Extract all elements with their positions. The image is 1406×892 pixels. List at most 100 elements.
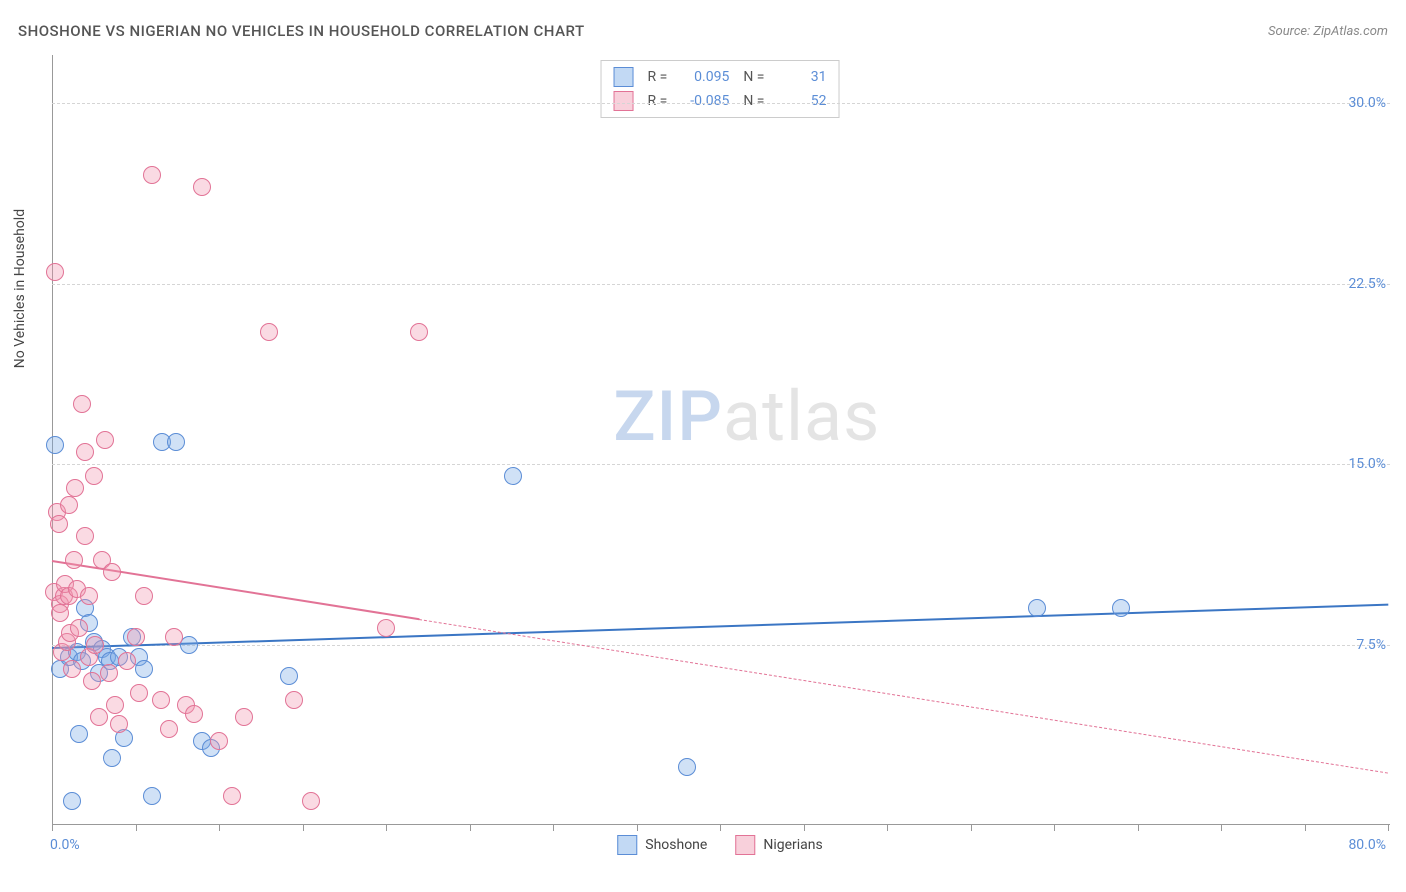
n-label: N = <box>743 69 764 85</box>
data-point <box>70 619 88 637</box>
watermark-zip: ZIP <box>613 376 723 458</box>
chart-source: Source: ZipAtlas.com <box>1268 24 1388 39</box>
watermark: ZIPatlas <box>613 376 880 458</box>
y-tick-label: 22.5% <box>1348 276 1386 292</box>
x-tick <box>1221 825 1222 831</box>
data-point <box>85 467 103 485</box>
x-tick <box>386 825 387 831</box>
correlation-legend: R = 0.095 N = 31 R = -0.085 N = 52 <box>601 60 840 118</box>
data-point <box>678 758 696 776</box>
data-point <box>135 587 153 605</box>
x-tick <box>52 825 53 831</box>
data-point <box>210 732 228 750</box>
data-point <box>65 551 83 569</box>
data-point <box>80 587 98 605</box>
x-tick <box>1305 825 1306 831</box>
data-point <box>76 443 94 461</box>
data-point <box>100 664 118 682</box>
data-point <box>152 691 170 709</box>
y-tick-label: 15.0% <box>1348 456 1386 472</box>
legend-item-shoshone: Shoshone <box>617 835 707 855</box>
swatch-blue-icon <box>614 67 634 87</box>
watermark-atlas: atlas <box>723 376 880 458</box>
series-legend: Shoshone Nigerians <box>617 835 823 855</box>
data-point <box>302 792 320 810</box>
data-point <box>410 323 428 341</box>
data-point <box>165 628 183 646</box>
data-point <box>76 527 94 545</box>
correlation-row-nigerians: R = -0.085 N = 52 <box>614 89 827 113</box>
r-label: R = <box>648 69 668 85</box>
x-tick <box>720 825 721 831</box>
data-point <box>46 436 64 454</box>
data-point <box>167 433 185 451</box>
x-tick <box>136 825 137 831</box>
trend-line <box>419 619 1388 774</box>
x-tick <box>637 825 638 831</box>
x-tick <box>804 825 805 831</box>
x-tick <box>1138 825 1139 831</box>
data-point <box>103 749 121 767</box>
correlation-row-shoshone: R = 0.095 N = 31 <box>614 65 827 89</box>
y-tick-label: 30.0% <box>1348 95 1386 111</box>
data-point <box>130 684 148 702</box>
x-tick <box>1054 825 1055 831</box>
x-tick <box>887 825 888 831</box>
data-point <box>70 725 88 743</box>
data-point <box>118 652 136 670</box>
data-point <box>377 619 395 637</box>
data-point <box>223 787 241 805</box>
swatch-pink-icon <box>735 835 755 855</box>
plot-region: ZIPatlas R = 0.095 N = 31 R = -0.085 N =… <box>50 55 1390 825</box>
data-point <box>96 431 114 449</box>
data-point <box>160 720 178 738</box>
legend-item-nigerians: Nigerians <box>735 835 822 855</box>
chart-area: No Vehicles in Household ZIPatlas R = 0.… <box>50 55 1390 825</box>
data-point <box>1028 599 1046 617</box>
gridline <box>52 464 1390 465</box>
r-value-shoshone: 0.095 <box>677 69 729 85</box>
trend-line <box>52 604 1388 649</box>
data-point <box>50 515 68 533</box>
data-point <box>193 178 211 196</box>
data-point <box>143 166 161 184</box>
y-axis-label: No Vehicles in Household <box>12 209 28 368</box>
y-tick-label: 7.5% <box>1356 637 1386 653</box>
gridline <box>52 103 1390 104</box>
x-tick <box>303 825 304 831</box>
gridline <box>52 284 1390 285</box>
x-tick <box>1388 825 1389 831</box>
legend-label: Nigerians <box>763 837 822 853</box>
legend-label: Shoshone <box>645 837 707 853</box>
data-point <box>143 787 161 805</box>
data-point <box>280 667 298 685</box>
data-point <box>1112 599 1130 617</box>
swatch-pink-icon <box>614 91 634 111</box>
data-point <box>285 691 303 709</box>
x-tick <box>219 825 220 831</box>
data-point <box>86 636 104 654</box>
chart-title: SHOSHONE VS NIGERIAN NO VEHICLES IN HOUS… <box>18 22 585 40</box>
data-point <box>260 323 278 341</box>
n-value-shoshone: 31 <box>774 69 826 85</box>
data-point <box>90 708 108 726</box>
chart-header: SHOSHONE VS NIGERIAN NO VEHICLES IN HOUS… <box>18 22 1388 40</box>
r-value-nigerians: -0.085 <box>677 93 729 109</box>
data-point <box>83 672 101 690</box>
data-point <box>73 395 91 413</box>
data-point <box>46 263 64 281</box>
data-point <box>135 660 153 678</box>
data-point <box>66 479 84 497</box>
data-point <box>63 660 81 678</box>
gridline <box>52 645 1390 646</box>
n-value-nigerians: 52 <box>774 93 826 109</box>
data-point <box>504 467 522 485</box>
data-point <box>185 705 203 723</box>
x-min-label: 0.0% <box>50 837 80 853</box>
data-point <box>63 792 81 810</box>
x-max-label: 80.0% <box>1348 837 1386 853</box>
x-tick <box>971 825 972 831</box>
x-axis-line <box>52 824 1390 825</box>
data-point <box>106 696 124 714</box>
data-point <box>235 708 253 726</box>
